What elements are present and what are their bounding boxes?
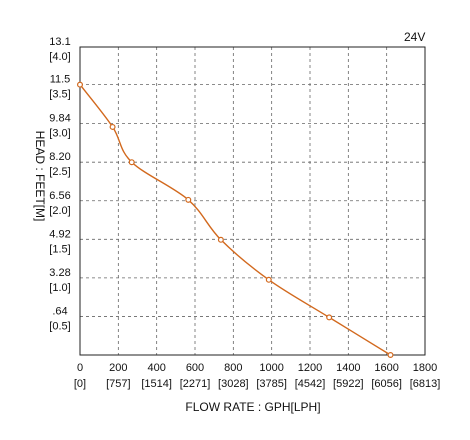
y-tick-sublabel: [4.0]	[49, 51, 70, 63]
data-point	[265, 276, 272, 283]
y-tick-label: 8.20	[49, 151, 70, 163]
y-axis-ticks: .64 [0.5] 3.28 [1.0] 4.92 [1.5] 6.56 [2.0] 8.20 […	[49, 36, 70, 332]
y-tick-label: 6.56	[49, 190, 70, 202]
x-tick-label: 600	[186, 362, 204, 374]
data-point	[387, 352, 394, 359]
y-tick-sublabel: [1.0]	[49, 282, 70, 294]
plot-frame	[79, 46, 426, 356]
x-tick-sublabel: [1514]	[141, 378, 172, 390]
y-tick-label: 4.92	[49, 228, 70, 240]
x-tick-label: 1800	[413, 362, 437, 374]
data-point	[185, 196, 192, 203]
x-tick-label: 0	[77, 362, 83, 374]
data-point	[326, 314, 333, 321]
x-tick-sublabel: [6056]	[371, 378, 402, 390]
y-tick-sublabel: [3.0]	[49, 128, 70, 140]
voltage-label: 24V	[404, 30, 425, 44]
y-tick-sublabel: [2.5]	[49, 166, 70, 178]
x-tick-label: 400	[147, 362, 165, 374]
y-tick-label: 3.28	[49, 267, 70, 279]
x-axis-ticks: 0 [0] 200 [757] 400 [1514] 600 [2271] 800 [3028] 1…	[74, 362, 440, 390]
y-tick-label: .64	[52, 305, 67, 317]
y-tick-sublabel: [3.5]	[49, 89, 70, 101]
y-tick-sublabel: [2.0]	[49, 205, 70, 217]
series-line	[79, 84, 391, 356]
data-points	[76, 81, 394, 359]
x-tick-label: 1400	[336, 362, 360, 374]
data-point	[217, 236, 224, 243]
x-tick-label: 800	[224, 362, 242, 374]
data-point	[109, 123, 116, 130]
x-tick-sublabel: [2271]	[180, 378, 211, 390]
x-tick-label: 1200	[298, 362, 322, 374]
y-tick-label: 13.1	[49, 36, 70, 48]
y-tick-sublabel: [0.5]	[49, 320, 70, 332]
x-tick-label: 200	[109, 362, 127, 374]
x-tick-sublabel: [0]	[74, 378, 86, 390]
x-tick-label: 1600	[374, 362, 398, 374]
x-tick-sublabel: [757]	[106, 378, 130, 390]
x-tick-sublabel: [3028]	[218, 378, 249, 390]
grid	[80, 47, 425, 355]
y-tick-label: 11.5	[50, 74, 71, 86]
data-point	[76, 81, 83, 88]
x-tick-sublabel: [6813]	[410, 378, 441, 390]
x-tick-label: 1000	[259, 362, 283, 374]
x-axis-title: FLOW RATE : GPH[LPH]	[185, 400, 320, 414]
x-tick-sublabel: [3785]	[256, 378, 287, 390]
x-tick-sublabel: [5922]	[333, 378, 364, 390]
y-tick-label: 9.84	[49, 113, 70, 125]
x-tick-sublabel: [4542]	[295, 378, 326, 390]
y-axis-title: HEAD : FEET[M]	[33, 131, 47, 222]
y-tick-sublabel: [1.5]	[49, 243, 70, 255]
data-point	[128, 159, 135, 166]
